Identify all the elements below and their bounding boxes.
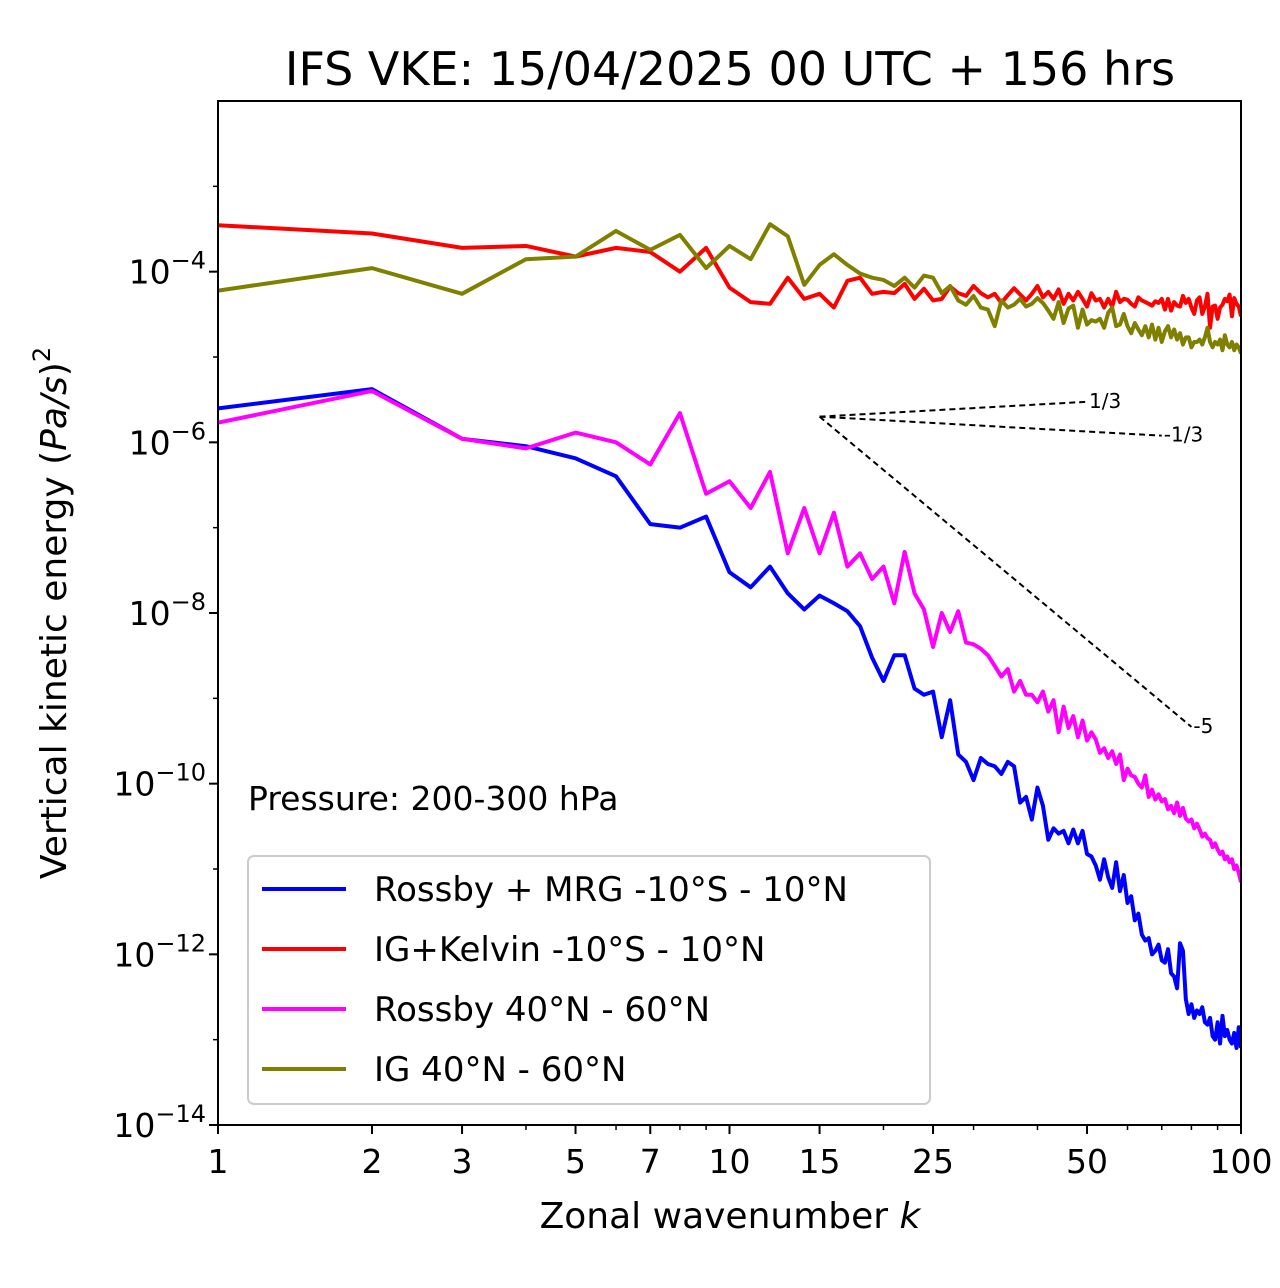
slope-line-3 [818, 415, 1193, 728]
legend-box [247, 855, 931, 1105]
legend-label-3: Rossby 40°N - 60°N [374, 990, 710, 1030]
y-tick-label: 10−4 [129, 247, 206, 292]
x-tick-label: 10 [709, 1142, 751, 1181]
series-line-3 [218, 388, 1241, 883]
series-line-4 [218, 222, 1241, 355]
y-axis: 10−4 10−6 10−8 10−10 10−12 10−14 [113, 185, 218, 1145]
y-tick-label: 10−12 [113, 929, 206, 974]
chart-title: IFS VKE: 15/04/2025 00 UTC + 156 hrs [285, 42, 1175, 96]
x-tick-label: 3 [452, 1142, 473, 1181]
legend-label-1: Rossby + MRG -10°S - 10°N [374, 870, 848, 910]
plot-area [218, 222, 1241, 1050]
y-axis-label: Vertical kinetic energy (Pa/s)2 [28, 347, 75, 879]
series-line-1 [218, 387, 1241, 1050]
x-tick-label: 1 [208, 1142, 229, 1181]
x-axis: 1 2 3 5 7 10 15 25 50 100 [208, 1125, 1273, 1181]
x-tick-label: 50 [1066, 1142, 1108, 1181]
slope-line-1 [819, 400, 1088, 418]
x-tick-label: 15 [799, 1142, 841, 1181]
x-tick-label: 5 [565, 1142, 586, 1181]
legend-label-2: IG+Kelvin -10°S - 10°N [374, 930, 765, 970]
y-tick-label: 10−14 [113, 1100, 206, 1145]
legend-label-4: IG 40°N - 60°N [374, 1050, 626, 1090]
pressure-annotation: Pressure: 200-300 hPa [248, 779, 618, 818]
x-tick-label: 25 [912, 1142, 954, 1181]
slope-label-2: -1/3 [1164, 423, 1203, 447]
slope-label-1: 1/3 [1089, 389, 1121, 413]
x-axis-label: Zonal wavenumber k [540, 1196, 923, 1237]
y-tick-label: 10−10 [113, 759, 206, 804]
legend-items: Rossby + MRG -10°S - 10°N IG+Kelvin -10°S… [262, 870, 848, 1090]
x-tick-label: 100 [1210, 1142, 1273, 1181]
y-tick-label: 10−8 [129, 588, 206, 633]
y-tick-label: 10−6 [129, 417, 206, 462]
series-line-2 [218, 223, 1241, 330]
x-tick-label: 7 [640, 1142, 661, 1181]
x-tick-label: 2 [361, 1142, 382, 1181]
legend: Rossby + MRG -10°S - 10°N IG+Kelvin -10°S… [247, 855, 931, 1105]
slope-line-2 [819, 415, 1162, 437]
slope-guides: 1/3 -1/3 -5 [818, 389, 1213, 738]
slope-label-3: -5 [1193, 714, 1213, 738]
